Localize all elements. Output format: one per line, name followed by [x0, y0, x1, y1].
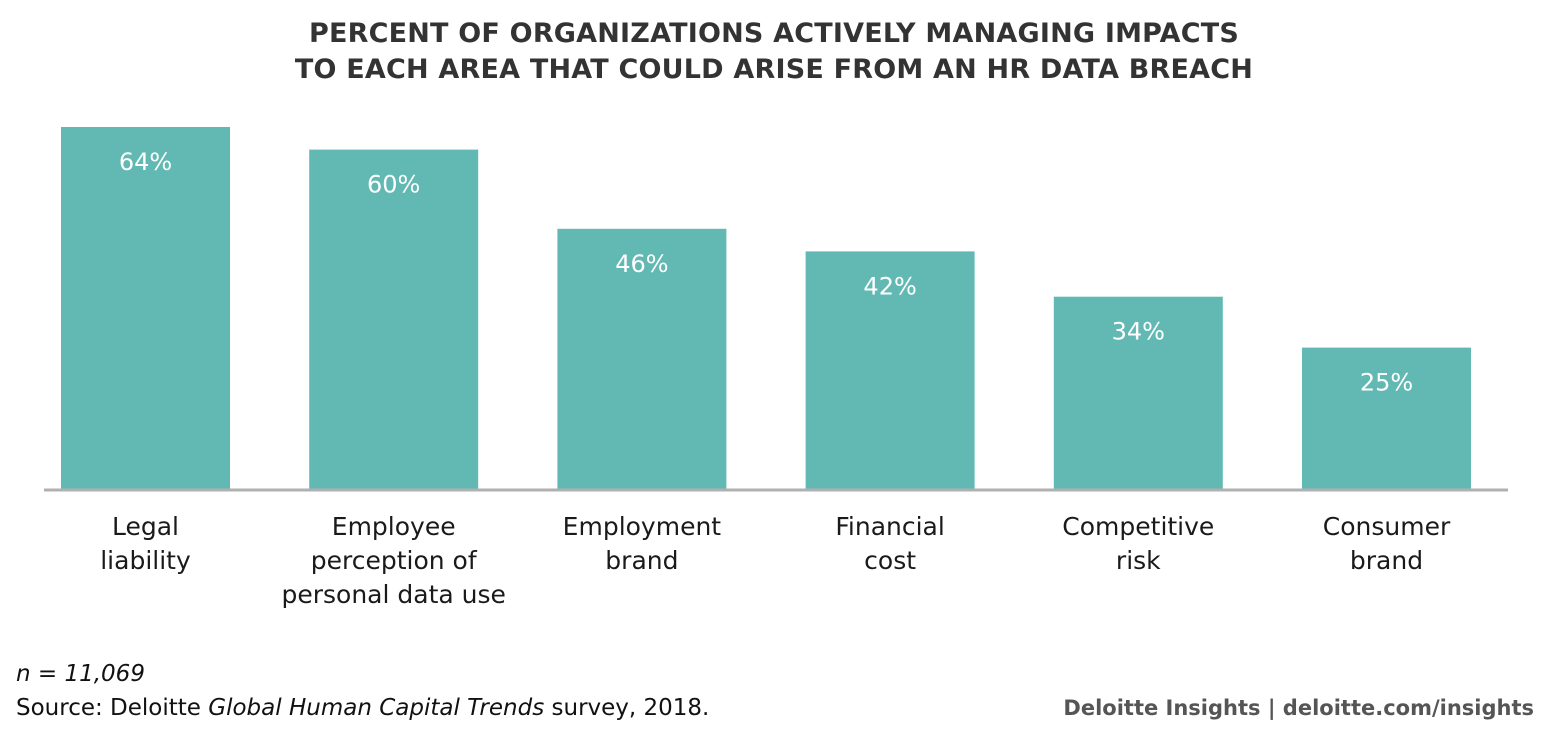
- bar-chart: 64% Legal liability 60% Employee perception o…: [44, 127, 1508, 609]
- source-note: Source: Deloitte Global Human Capital Tr…: [16, 692, 709, 724]
- category-label-3-line-0: Financial: [835, 512, 944, 541]
- bar-value-label-1: 60%: [367, 171, 420, 199]
- source-title: Global Human Capital Trends: [208, 695, 545, 721]
- category-label-5-line-0: Consumer: [1323, 512, 1451, 541]
- sample-size-note: n = 11,069: [16, 661, 145, 687]
- category-label-2-line-1: brand: [605, 546, 678, 575]
- category-label-4: Competitive risk: [1062, 512, 1214, 575]
- category-label-0-line-1: liability: [100, 546, 191, 575]
- source-prefix: Source: Deloitte: [16, 695, 209, 721]
- bar-value-label-2: 46%: [615, 250, 668, 278]
- bar-value-label-5: 25%: [1360, 369, 1413, 397]
- bar-3: [805, 251, 975, 489]
- category-label-1-line-0: Employee: [332, 512, 456, 541]
- bar-2: [557, 228, 727, 490]
- category-label-1-line-1: perception of: [311, 546, 478, 575]
- chart-title-line-2: TO EACH AREA THAT COULD ARISE FROM AN HR…: [294, 54, 1254, 85]
- category-label-2: Employment brand: [563, 512, 722, 575]
- category-label-1: Employee perception of personal data use: [281, 512, 505, 609]
- chart-title-line-1: PERCENT OF ORGANIZATIONS ACTIVELY MANAGI…: [308, 18, 1240, 49]
- category-label-4-line-0: Competitive: [1062, 512, 1214, 541]
- bar-0: [61, 127, 230, 489]
- category-label-0-line-0: Legal: [112, 512, 179, 541]
- category-label-5: Consumer brand: [1323, 512, 1451, 575]
- category-label-3: Financial cost: [835, 512, 944, 575]
- bar-5: [1302, 347, 1471, 489]
- category-label-3-line-1: cost: [864, 546, 916, 575]
- brand-credit: Deloitte Insights | deloitte.com/insight…: [1063, 696, 1534, 720]
- chart-title: PERCENT OF ORGANIZATIONS ACTIVELY MANAGI…: [0, 16, 1548, 88]
- bar-4: [1053, 296, 1223, 489]
- bar-1: [309, 149, 479, 489]
- category-label-2-line-0: Employment: [563, 512, 722, 541]
- bar-value-label-3: 42%: [863, 272, 916, 300]
- category-label-0: Legal liability: [100, 512, 191, 575]
- category-label-4-line-1: risk: [1116, 546, 1161, 575]
- category-label-1-line-2: personal data use: [281, 580, 505, 609]
- category-label-5-line-1: brand: [1350, 546, 1423, 575]
- source-suffix: survey, 2018.: [544, 695, 710, 721]
- bar-value-label-0: 64%: [119, 148, 172, 176]
- bar-value-label-4: 34%: [1112, 318, 1165, 346]
